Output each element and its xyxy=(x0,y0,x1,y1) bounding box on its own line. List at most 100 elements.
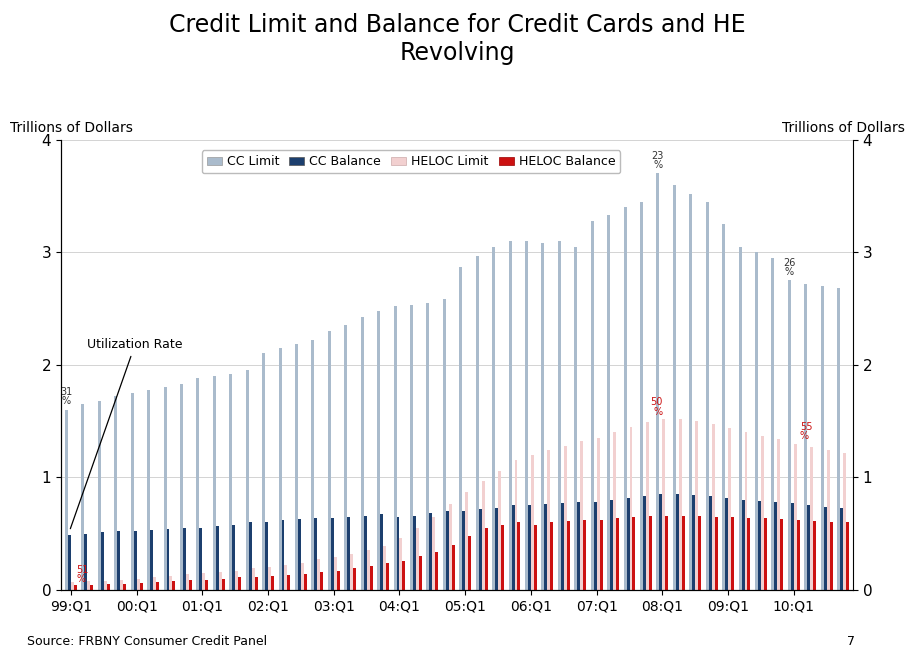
Bar xyxy=(213,376,216,590)
Bar xyxy=(531,455,534,590)
Bar xyxy=(462,511,465,590)
Bar xyxy=(824,507,826,590)
Bar xyxy=(698,516,701,590)
Bar xyxy=(336,571,340,590)
Bar xyxy=(189,580,192,590)
Bar xyxy=(331,518,334,590)
Bar xyxy=(268,568,271,590)
Bar xyxy=(774,502,778,590)
Bar xyxy=(528,505,531,590)
Bar xyxy=(791,503,794,590)
Bar xyxy=(345,325,347,590)
Bar xyxy=(649,516,652,590)
Bar xyxy=(150,530,153,590)
Bar xyxy=(68,535,71,590)
Bar xyxy=(402,561,406,590)
Text: Trillions of Dollars: Trillions of Dollars xyxy=(781,121,905,135)
Bar xyxy=(255,577,258,590)
Bar xyxy=(364,516,367,590)
Bar xyxy=(123,584,126,590)
Bar xyxy=(484,528,487,590)
Bar xyxy=(377,311,380,590)
Bar xyxy=(107,584,110,590)
Bar xyxy=(279,348,282,590)
Bar xyxy=(574,247,578,590)
Bar xyxy=(334,557,336,590)
Bar xyxy=(419,556,422,590)
Bar xyxy=(623,207,627,590)
Bar xyxy=(183,528,186,590)
Text: 26
%: 26 % xyxy=(783,258,795,277)
Bar xyxy=(583,520,586,590)
Bar xyxy=(781,519,783,590)
Bar xyxy=(541,243,545,590)
Bar xyxy=(607,215,611,590)
Bar xyxy=(101,533,104,590)
Bar xyxy=(741,500,745,590)
Bar xyxy=(81,404,84,590)
Bar xyxy=(567,521,569,590)
Bar xyxy=(696,421,698,590)
Bar xyxy=(600,520,602,590)
Bar xyxy=(74,585,77,590)
Bar xyxy=(675,494,679,590)
Bar xyxy=(597,438,600,590)
Bar xyxy=(383,546,386,590)
Bar xyxy=(627,498,630,590)
Bar xyxy=(413,516,416,590)
Bar xyxy=(821,286,824,590)
Text: Trillions of Dollars: Trillions of Dollars xyxy=(9,121,133,135)
Bar xyxy=(755,252,758,590)
Bar xyxy=(692,495,696,590)
Bar xyxy=(218,572,222,590)
Bar xyxy=(771,258,774,590)
Bar xyxy=(460,267,462,590)
Bar xyxy=(430,513,432,590)
Bar xyxy=(452,545,454,590)
Bar xyxy=(748,518,750,590)
Bar xyxy=(166,529,169,590)
Bar xyxy=(251,568,255,590)
Bar xyxy=(446,511,449,590)
Bar xyxy=(558,241,561,590)
Bar xyxy=(550,522,553,590)
Bar xyxy=(156,582,159,590)
Bar xyxy=(564,446,567,590)
Bar xyxy=(545,504,547,590)
Bar xyxy=(613,432,616,590)
Bar xyxy=(611,500,613,590)
Text: Utilization Rate: Utilization Rate xyxy=(70,338,183,529)
Bar xyxy=(745,432,748,590)
Bar xyxy=(88,581,90,590)
Bar xyxy=(580,441,583,590)
Bar xyxy=(229,374,232,590)
Bar xyxy=(367,550,369,590)
Bar xyxy=(679,419,682,590)
Bar xyxy=(287,575,291,590)
Bar xyxy=(846,522,849,590)
Bar xyxy=(758,501,761,590)
Bar xyxy=(410,305,413,590)
Bar xyxy=(761,435,764,590)
Bar xyxy=(186,574,189,590)
Bar xyxy=(659,494,663,590)
Bar xyxy=(394,307,397,590)
Bar xyxy=(534,525,537,590)
Bar xyxy=(197,378,199,590)
Bar xyxy=(361,318,364,590)
Bar xyxy=(843,452,846,590)
Bar xyxy=(706,202,708,590)
Bar xyxy=(65,410,68,590)
Bar xyxy=(164,388,166,590)
Bar xyxy=(249,522,251,590)
Bar xyxy=(90,585,93,590)
Bar xyxy=(265,522,268,590)
Bar xyxy=(120,580,123,590)
Bar xyxy=(449,504,452,590)
Bar xyxy=(594,502,597,590)
Text: Source: FRBNY Consumer Credit Panel: Source: FRBNY Consumer Credit Panel xyxy=(27,635,268,648)
Text: 7: 7 xyxy=(846,635,855,648)
Bar xyxy=(380,515,383,590)
Bar xyxy=(84,533,88,590)
Bar xyxy=(547,450,550,590)
